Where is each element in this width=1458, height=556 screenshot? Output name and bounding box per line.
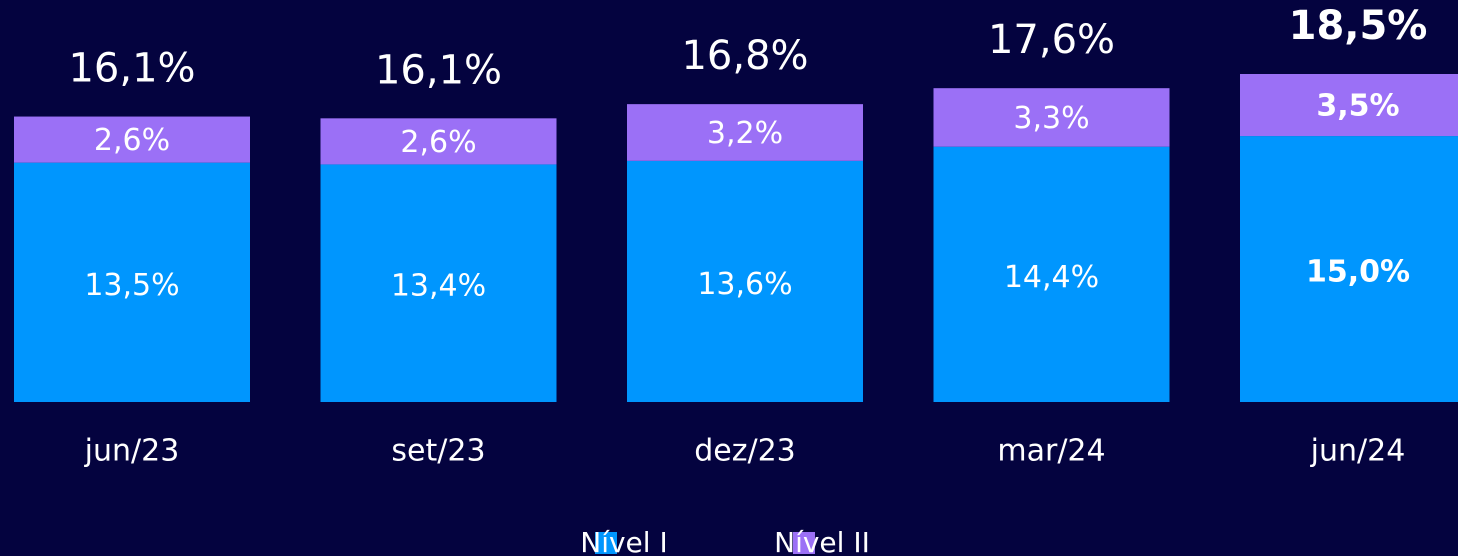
value-label: 3,5%	[1316, 89, 1399, 124]
total-label: 16,1%	[68, 46, 195, 92]
bar-segment	[320, 118, 557, 165]
bar-segment	[627, 160, 863, 402]
legend-label: Nível II	[774, 526, 870, 556]
value-label: 13,5%	[84, 268, 179, 303]
x-tick-label: jun/24	[1310, 434, 1406, 469]
bar-segment	[1240, 136, 1458, 402]
legend-swatch	[793, 532, 815, 554]
bar-segment	[14, 162, 250, 402]
legend-label: Nível I	[580, 526, 667, 556]
bar-segment	[1240, 74, 1458, 137]
value-label: 15,0%	[1306, 255, 1410, 290]
total-label: 16,1%	[375, 47, 502, 93]
bar-segment	[933, 88, 1170, 147]
x-tick-label: set/23	[391, 434, 485, 469]
total-label: 18,5%	[1289, 3, 1428, 49]
bar-segment	[14, 116, 250, 163]
x-tick-label: jun/23	[84, 434, 180, 469]
x-tick-label: mar/24	[997, 434, 1105, 469]
bar-segment	[933, 146, 1170, 402]
total-label: 16,8%	[681, 33, 808, 79]
value-label: 3,3%	[1013, 101, 1089, 136]
bar-segment	[627, 104, 863, 161]
value-label: 13,4%	[391, 269, 486, 304]
value-label: 2,6%	[94, 123, 170, 158]
total-label: 17,6%	[988, 17, 1115, 63]
value-label: 2,6%	[400, 125, 476, 160]
value-label: 3,2%	[707, 116, 783, 151]
value-label: 14,4%	[1004, 260, 1099, 295]
bar-segment	[320, 164, 557, 402]
x-tick-label: dez/23	[694, 434, 796, 469]
value-label: 13,6%	[697, 267, 792, 302]
legend-swatch	[595, 532, 617, 554]
